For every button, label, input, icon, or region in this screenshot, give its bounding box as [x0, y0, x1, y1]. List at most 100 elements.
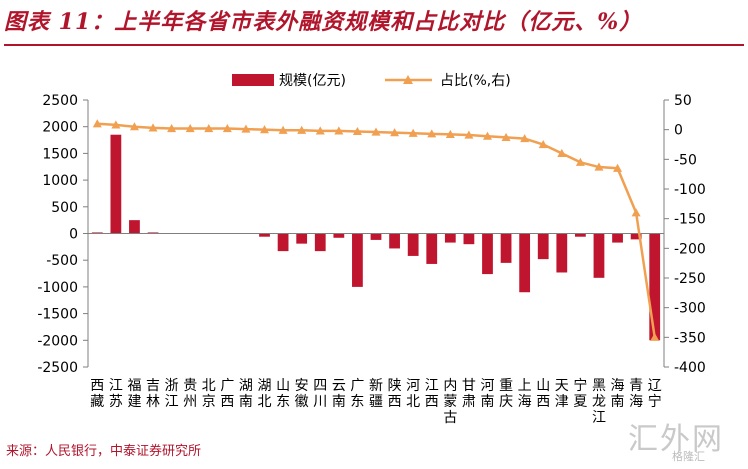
- line-point: [167, 123, 177, 133]
- line-point: [260, 125, 270, 134]
- left-tick-label: 1000: [42, 173, 78, 189]
- category-label: 云南: [332, 378, 346, 410]
- left-tick-label: 0: [69, 227, 78, 243]
- line-point: [538, 140, 548, 149]
- left-tick-label: 2500: [42, 93, 78, 109]
- bar-mark: [370, 233, 382, 240]
- line-point: [594, 162, 604, 171]
- left-tick-label: 1500: [42, 146, 78, 162]
- bar-mark: [482, 233, 493, 275]
- category-label: 新疆: [369, 378, 383, 410]
- category-label: 河北: [406, 378, 420, 410]
- right-tick-label: -250: [674, 271, 706, 287]
- right-tick-label: -100: [674, 182, 706, 198]
- line-point: [520, 134, 530, 143]
- bar-mark: [500, 233, 512, 263]
- line-point: [92, 119, 102, 128]
- category-label: 海南: [611, 378, 625, 410]
- bar-mark: [296, 233, 308, 244]
- bar-mark: [259, 233, 270, 237]
- category-label: 江西: [425, 378, 439, 410]
- left-tick-label: 2000: [42, 120, 78, 136]
- line-point: [148, 123, 158, 132]
- right-tick-label: -200: [674, 241, 706, 257]
- line-point: [315, 126, 325, 135]
- category-label: 吉林: [146, 378, 160, 410]
- bar-mark: [574, 233, 586, 237]
- bar-mark: [630, 233, 642, 240]
- legend-bar-swatch: [232, 74, 274, 86]
- source-note: 来源：人民银行，中泰证券研究所: [6, 444, 202, 459]
- line-point: [111, 120, 121, 129]
- category-label: 天津: [555, 378, 569, 410]
- line-point: [390, 128, 400, 137]
- line-point: [371, 127, 381, 136]
- line-point: [334, 126, 344, 135]
- bar-mark: [593, 233, 605, 278]
- category-label: 青海: [629, 378, 643, 410]
- category-label: 西藏: [90, 378, 104, 410]
- line-point: [575, 157, 585, 166]
- bar-mark: [612, 233, 623, 243]
- line-point: [613, 163, 623, 172]
- category-label: 辽宁: [648, 378, 662, 410]
- legend-line-marker: [403, 75, 413, 84]
- bar-mark: [426, 233, 438, 264]
- bar-mark: [537, 233, 549, 260]
- chart-legend: 规模(亿元) 占比(%,右): [232, 73, 511, 89]
- category-label: 山东: [276, 378, 290, 410]
- category-label: 甘肃: [462, 378, 476, 410]
- bar-mark: [556, 233, 568, 273]
- bar-mark: [129, 220, 140, 234]
- right-tick-label: -300: [674, 301, 706, 317]
- bar-mark: [519, 233, 531, 293]
- category-label: 重庆: [499, 378, 513, 410]
- line-point: [445, 129, 455, 139]
- watermark-sub: 格隆汇: [672, 450, 705, 463]
- left-tick-label: -1500: [37, 307, 78, 323]
- line-point: [501, 132, 511, 141]
- line-point: [427, 129, 437, 138]
- watermark: 汇外网: [628, 422, 724, 457]
- category-label: 上海: [518, 378, 532, 410]
- legend-bar-label: 规模(亿元): [279, 73, 346, 89]
- bar-mark: [277, 233, 289, 252]
- line-point: [278, 125, 288, 134]
- category-label: 湖北: [258, 378, 272, 410]
- line-point: [222, 123, 232, 133]
- line-point: [631, 208, 641, 217]
- right-tick-label: -150: [674, 212, 706, 228]
- category-label: 陕西: [388, 378, 402, 410]
- bar-mark: [389, 233, 400, 249]
- category-label: 宁夏: [573, 377, 587, 410]
- bar-mark: [91, 232, 103, 234]
- category-label: 河南: [480, 378, 494, 410]
- category-label: 贵州: [183, 378, 197, 410]
- right-tick-label: -400: [674, 360, 706, 376]
- category-label: 山西: [536, 378, 550, 410]
- bar-mark: [444, 233, 456, 243]
- title-divider: [4, 44, 744, 46]
- category-label: 广东: [350, 378, 364, 410]
- line-point: [204, 123, 214, 133]
- bar-mark: [352, 233, 363, 287]
- category-label: 黑龙江: [592, 378, 606, 426]
- bar-mark: [463, 233, 475, 245]
- line-point: [297, 125, 307, 134]
- bar-mark: [649, 233, 661, 341]
- right-tick-label: -350: [674, 330, 706, 346]
- bar-series: [91, 134, 661, 341]
- category-label: 江苏: [109, 378, 123, 410]
- category-label: 四川: [313, 378, 327, 410]
- right-tick-label: -50: [674, 152, 697, 168]
- category-label: 内蒙古: [443, 378, 457, 426]
- line-path: [97, 122, 656, 338]
- right-tick-label: 50: [674, 93, 692, 109]
- right-tick-label: 0: [674, 123, 683, 139]
- chart-title: 图表 11：上半年各省市表外融资规模和占比对比（亿元、%）: [4, 9, 643, 35]
- category-label: 福建: [127, 378, 141, 410]
- line-point: [241, 124, 251, 133]
- category-label: 浙江: [165, 378, 179, 410]
- left-tick-label: -500: [46, 253, 78, 269]
